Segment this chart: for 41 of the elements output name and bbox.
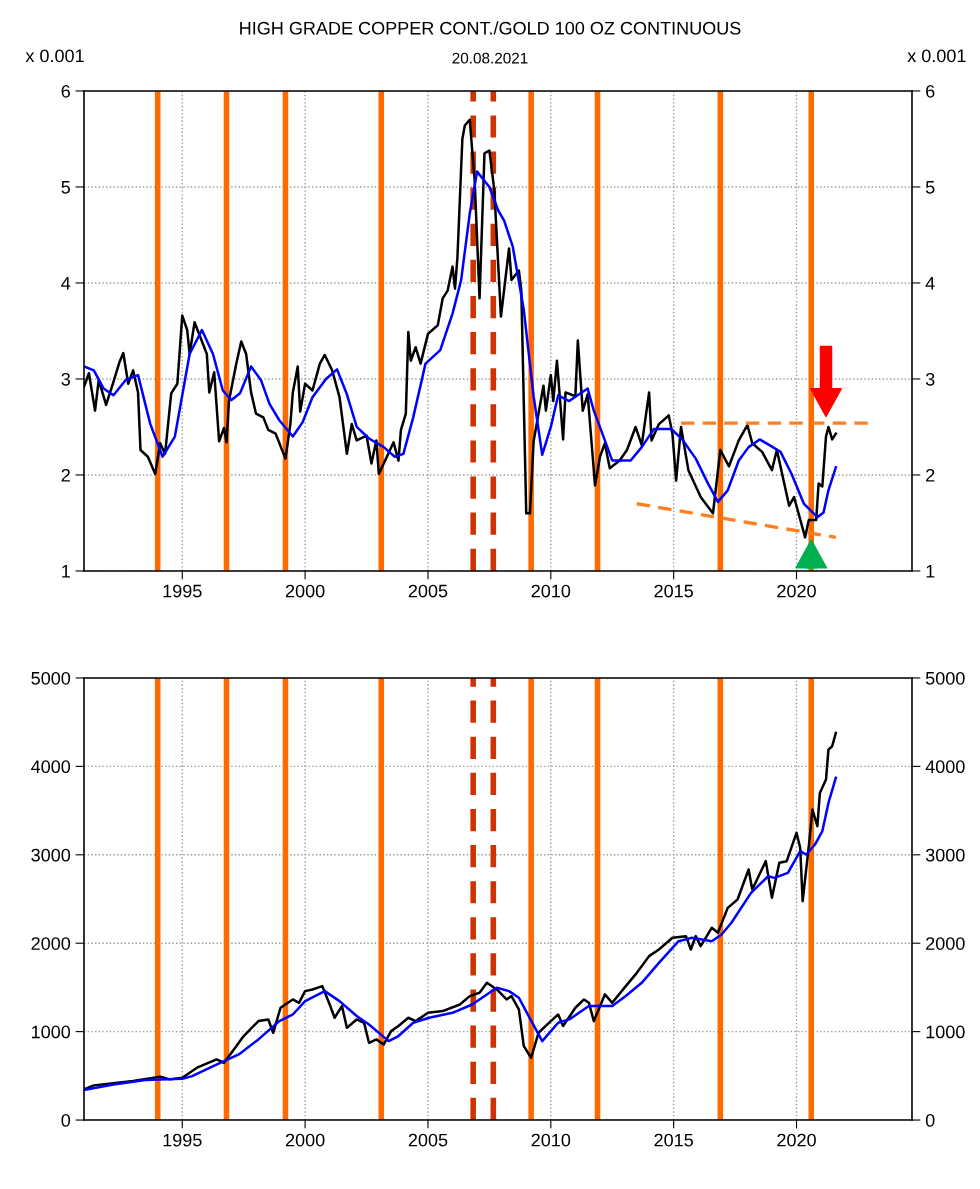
y-tick-label: 4	[61, 277, 71, 290]
y2-axis-title: x 0.001	[907, 49, 966, 63]
x-tick-label: 2020	[777, 584, 816, 598]
y-tick-label: 3000	[31, 848, 71, 862]
y2-tick-label: 4000	[925, 760, 965, 774]
x-tick-label: 2020	[777, 1133, 816, 1147]
y-tick-label: 1000	[32, 1025, 71, 1039]
y2-tick-label: 2000	[926, 937, 965, 950]
x-tick-label: 2000	[285, 1133, 325, 1147]
line-series	[83, 170, 838, 519]
x-tick-label: 2010	[531, 1133, 571, 1147]
y2-tick-label: 0	[925, 1113, 935, 1127]
y2-tick-label: 5000	[925, 671, 965, 685]
y2-tick-label: 5	[925, 181, 935, 194]
x-tick-label: 2015	[654, 1133, 693, 1147]
x-tick-label: 1995	[163, 584, 202, 598]
y2-tick-label: 4	[925, 277, 935, 290]
y-tick-label: 2000	[31, 937, 71, 950]
y-tick-label: 0	[61, 1113, 71, 1127]
x-tick-label: 2005	[408, 1133, 448, 1147]
y2-tick-label: 1000	[926, 1025, 965, 1039]
y-tick-label: 1	[62, 565, 70, 578]
y-tick-label: 2	[61, 468, 70, 482]
x-tick-label: 2000	[285, 584, 325, 598]
y-tick-label: 3	[61, 372, 70, 386]
y2-tick-label: 1	[926, 565, 935, 578]
x-tick-label: 2010	[531, 584, 571, 598]
x-tick-label: 1995	[163, 1133, 202, 1147]
y-tick-label: 5	[61, 181, 71, 194]
y2-tick-label: 6	[926, 84, 935, 98]
chart-title: HIGH GRADE COPPER CONT./GOLD 100 OZ CONTINUOUS	[240, 21, 741, 35]
y-tick-label: 6	[61, 84, 70, 98]
y2-tick-label: 3	[925, 372, 935, 386]
y-tick-label: 4000	[31, 760, 71, 774]
y-axis-title: x 0.001	[25, 49, 84, 63]
x-tick-label: 2015	[654, 584, 693, 598]
chart-subtitle: 20.08.2021	[452, 52, 528, 64]
y2-tick-label: 2	[926, 468, 935, 482]
y-tick-label: 5000	[31, 671, 71, 685]
y2-tick-label: 3000	[925, 848, 965, 862]
x-tick-label: 2005	[408, 584, 448, 598]
